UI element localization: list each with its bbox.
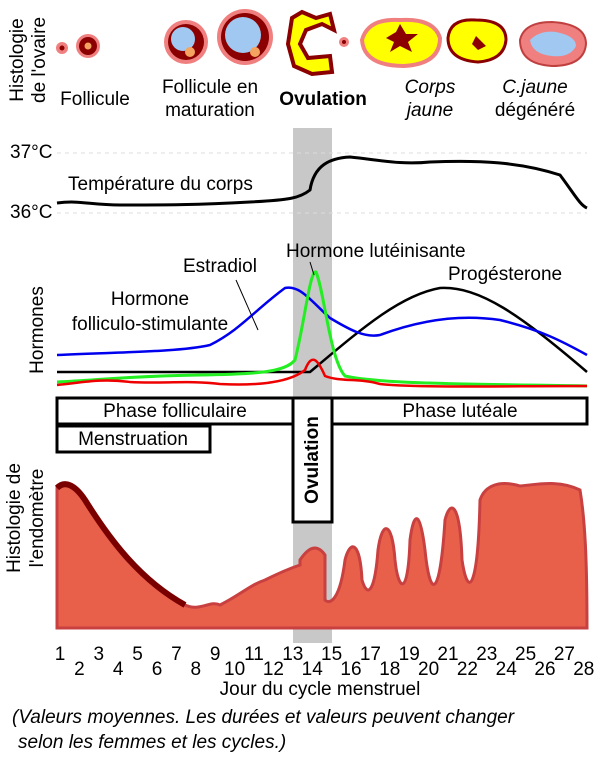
day-label: 18 [379, 659, 400, 680]
fsh-curve [56, 286, 588, 357]
stage-label: dégénéré [495, 100, 575, 121]
note: selon les femmes et les cycles.) [18, 732, 286, 753]
day-label: 27 [554, 644, 575, 665]
note: (Valeurs moyennes. Les durées et valeurs… [12, 707, 515, 728]
day-label: 5 [132, 644, 143, 665]
ovary-icons [56, 9, 588, 77]
day-label: 14 [302, 659, 324, 680]
temp-grid [57, 152, 587, 214]
stage-label: jaune [404, 100, 454, 121]
lh-curve [56, 270, 588, 388]
day-label: 28 [573, 659, 594, 680]
day-label: 11 [244, 644, 264, 665]
hormone-label: Hormone lutéinisante [286, 241, 466, 262]
phase-label: Phase lutéale [402, 401, 517, 422]
phase-label: Ovulation [302, 416, 323, 504]
stage-label: Corps [405, 77, 456, 98]
day-label: 19 [399, 644, 420, 665]
axis-label: Histologie de [4, 463, 25, 573]
hormone-label: folliculo-stimulante [72, 314, 228, 335]
day-label: 20 [418, 659, 439, 680]
temp-tick: 37°C [10, 142, 52, 163]
stage-label: Ovulation [279, 89, 367, 110]
x-label: Jour du cycle menstruel [220, 679, 421, 700]
endometrium [55, 482, 589, 630]
day-label: 21 [437, 644, 458, 665]
temp-tick: 36°C [10, 202, 52, 223]
temperature-curve [56, 155, 588, 210]
stage-label: maturation [165, 100, 255, 121]
day-label: 13 [282, 644, 303, 665]
phase-label: Phase folliculaire [103, 401, 247, 422]
day-label: 6 [152, 659, 163, 680]
day-label: 25 [515, 644, 536, 665]
day-label: 12 [263, 659, 284, 680]
day-label: 2 [74, 659, 85, 680]
hormone-label: Estradiol [183, 256, 257, 277]
day-label: 17 [360, 644, 381, 665]
axis-label: l'endomètre [27, 469, 48, 568]
axis-label: Hormones [27, 286, 48, 374]
hormone-label: Hormone [111, 289, 189, 310]
progesterone-curve [57, 286, 588, 374]
stage-label: C.jaune [502, 77, 568, 98]
phase-boxes [55, 396, 589, 524]
axis-label: de l'ovaire [29, 17, 50, 103]
pointers [235, 261, 315, 331]
day-label: 8 [191, 659, 202, 680]
estradiol-curve [56, 358, 588, 388]
day-label: 7 [171, 644, 182, 665]
day-label: 24 [496, 659, 518, 680]
stage-label: Follicule [60, 89, 130, 110]
day-label: 26 [534, 659, 555, 680]
temp-label: Température du corps [68, 174, 253, 195]
day-label: 10 [224, 659, 245, 680]
day-label: 22 [457, 659, 478, 680]
day-label: 15 [321, 644, 342, 665]
day-label: 9 [210, 644, 221, 665]
day-label: 16 [340, 659, 361, 680]
stage-label: Follicule en [162, 77, 258, 98]
day-label: 23 [476, 644, 497, 665]
day-label: 4 [113, 659, 124, 680]
hormone-label: Progésterone [448, 264, 562, 285]
axis-label: Histologie [7, 18, 28, 101]
phase-label: Menstruation [78, 429, 188, 450]
menstrual-layer [54, 481, 187, 608]
day-label: 3 [94, 644, 105, 665]
day-label: 1 [55, 644, 66, 665]
